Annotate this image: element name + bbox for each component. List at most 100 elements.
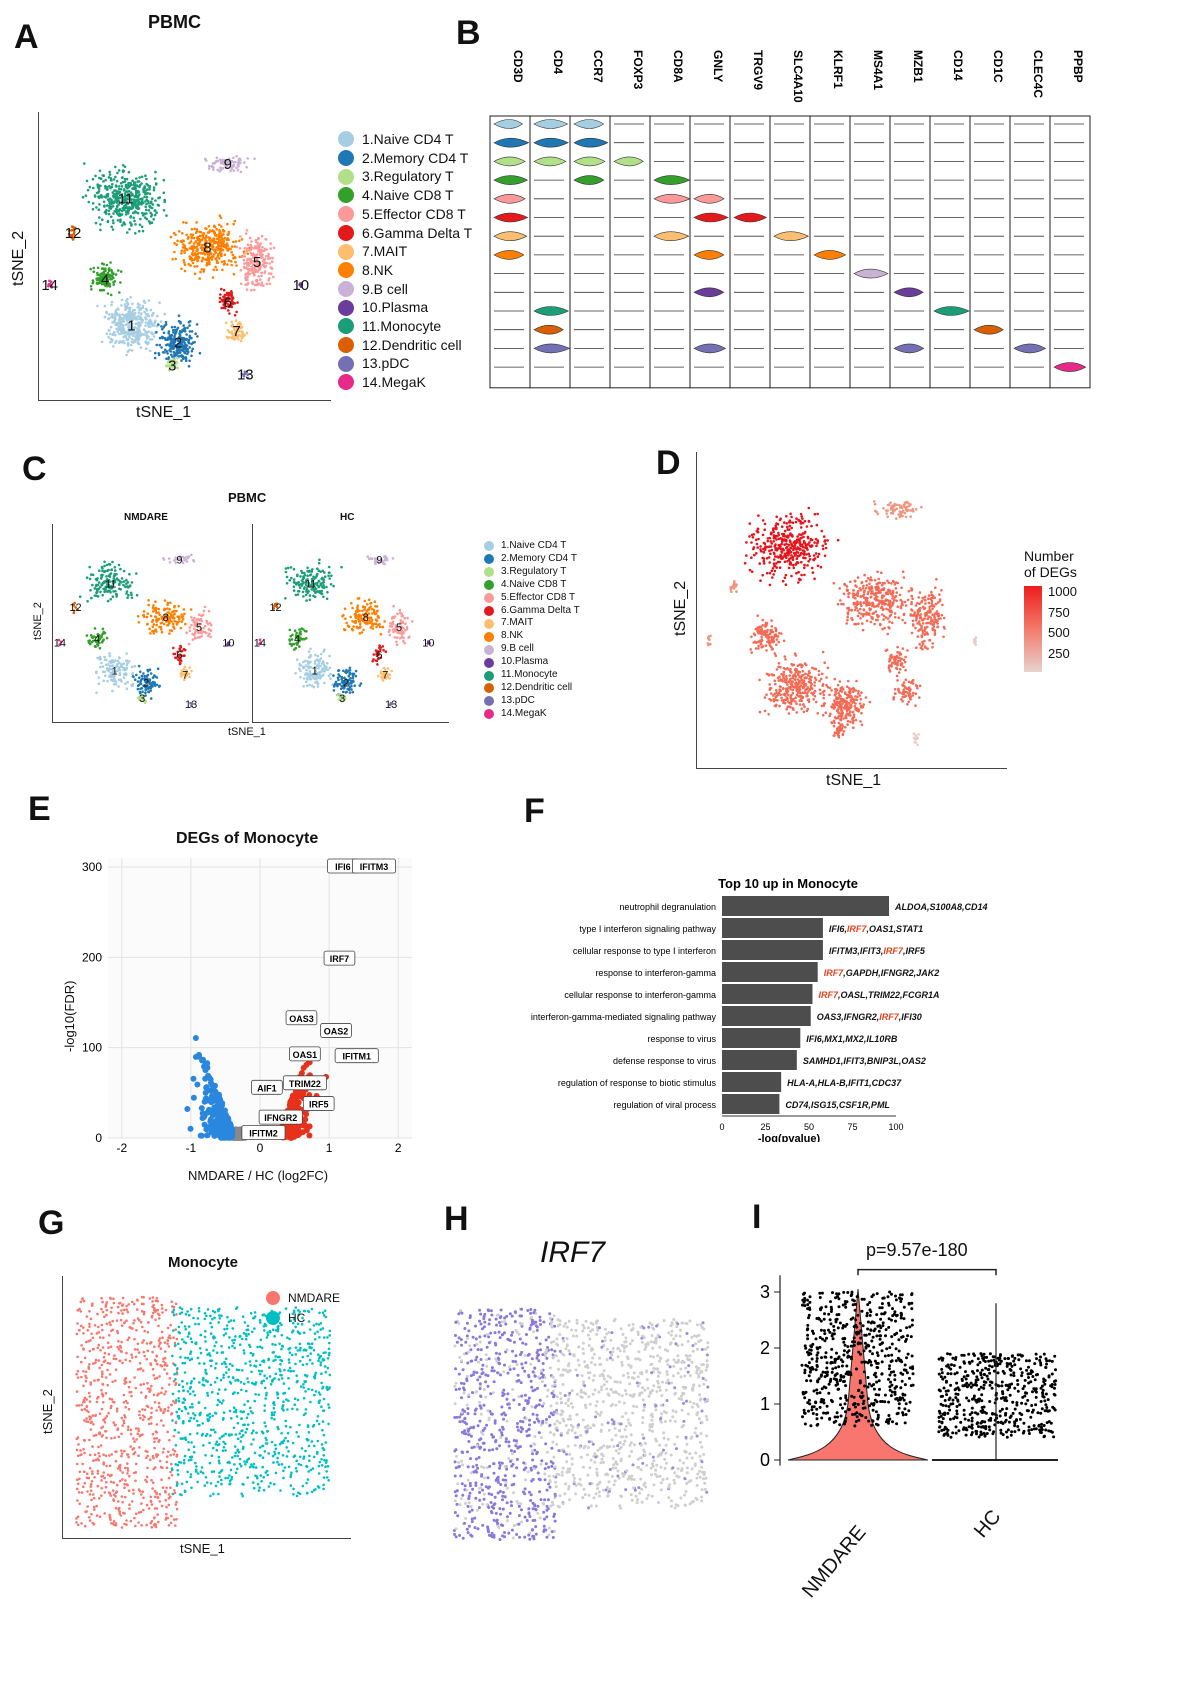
panel-a-point bbox=[135, 198, 138, 202]
panel-c-hc-point bbox=[349, 615, 352, 619]
panel-c-hc-point bbox=[378, 625, 382, 629]
panel-a-legend-item: 4.Naive CD8 T bbox=[338, 186, 472, 205]
panel-c-hc-point bbox=[315, 674, 318, 678]
panel-c-hc-point bbox=[313, 595, 317, 599]
panel-c-nmdare-point bbox=[97, 682, 101, 685]
panel-c-hc-cluster-label: 6 bbox=[376, 650, 382, 662]
panel-a-point bbox=[108, 283, 111, 286]
panel-a-point bbox=[187, 235, 190, 239]
panel-d-point bbox=[885, 607, 888, 611]
violin-shape bbox=[533, 324, 564, 335]
panel-c-nmdare-point bbox=[105, 636, 109, 640]
panel-a-point bbox=[116, 171, 119, 175]
panel-a-point bbox=[246, 267, 249, 271]
panel-a-point bbox=[111, 205, 115, 208]
panel-c-nmdare-cluster-7 bbox=[179, 665, 193, 682]
panel-a-point bbox=[130, 330, 133, 333]
panel-a-point bbox=[106, 220, 110, 224]
panel-a-point bbox=[146, 341, 150, 344]
panel-a-point bbox=[112, 280, 115, 284]
panel-c-hc-point bbox=[378, 644, 381, 647]
panel-c-hc-point bbox=[314, 576, 317, 579]
panel-a-point bbox=[134, 205, 138, 209]
panel-a-point bbox=[222, 240, 225, 244]
panel-c-hc-point bbox=[308, 670, 312, 673]
panel-c-hc-point bbox=[344, 682, 348, 686]
panel-a-point bbox=[231, 253, 235, 257]
panel-a-point bbox=[126, 187, 129, 190]
panel-a-point bbox=[183, 351, 187, 355]
panel-d-point bbox=[782, 639, 786, 643]
panel-d-point bbox=[864, 586, 868, 590]
panel-a-point bbox=[226, 222, 229, 226]
panel-c-nmdare-point bbox=[125, 687, 129, 690]
panel-d-point bbox=[853, 579, 857, 583]
panel-a-point bbox=[111, 321, 114, 324]
panel-d-point bbox=[799, 543, 802, 546]
panel-d-point bbox=[916, 635, 920, 638]
panel-a-point bbox=[138, 308, 141, 312]
panel-a-point bbox=[251, 282, 254, 285]
panel-c-hc-point bbox=[353, 684, 356, 687]
panel-a-point bbox=[70, 229, 73, 232]
panel-a-point bbox=[139, 201, 142, 204]
panel-d-point bbox=[790, 574, 793, 578]
panel-c-nmdare-point bbox=[133, 678, 137, 681]
panel-a-point bbox=[188, 241, 191, 245]
panel-c-nmdare-point bbox=[153, 675, 157, 678]
panel-a-point bbox=[181, 349, 184, 352]
panel-a-point bbox=[148, 338, 152, 341]
panel-c-hc-point bbox=[294, 634, 298, 637]
panel-c-nmdare-point bbox=[154, 600, 157, 603]
panel-a-point bbox=[146, 314, 150, 317]
panel-a-point bbox=[299, 285, 303, 288]
panel-d-point bbox=[875, 586, 879, 590]
panel-d-point bbox=[934, 586, 937, 589]
panel-a-point bbox=[155, 330, 158, 334]
panel-a-point bbox=[207, 167, 211, 170]
panel-c-hc-point bbox=[345, 671, 348, 675]
panel-a-point bbox=[120, 224, 124, 227]
panel-a-point bbox=[178, 332, 181, 335]
panel-c-hc-point bbox=[309, 655, 312, 659]
panel-d-point bbox=[930, 597, 933, 600]
panel-a-point bbox=[172, 231, 176, 235]
panel-a-point bbox=[169, 341, 173, 345]
panel-a-point bbox=[232, 337, 235, 341]
panel-a-point bbox=[140, 225, 144, 229]
panel-c-hc-point bbox=[297, 583, 301, 587]
panel-a-point bbox=[233, 328, 236, 332]
panel-c-hc-point bbox=[296, 574, 299, 578]
panel-a-point bbox=[147, 209, 151, 212]
panel-a-point bbox=[125, 353, 128, 357]
panel-c-hc-point bbox=[354, 615, 357, 619]
panel-c-hc-point bbox=[326, 591, 329, 594]
panel-c-hc-point bbox=[373, 560, 377, 564]
panel-d-point bbox=[781, 539, 784, 543]
panel-d-point bbox=[795, 540, 799, 544]
panel-c-nmdare-point bbox=[100, 634, 103, 637]
panel-d-axes bbox=[696, 452, 1007, 769]
panel-a-point bbox=[142, 190, 145, 193]
panel-a-point bbox=[150, 322, 154, 326]
panel-c-hc-point bbox=[284, 597, 287, 600]
panel-d-point bbox=[900, 511, 903, 514]
panel-d-point bbox=[846, 615, 849, 619]
panel-c-hc-point bbox=[395, 643, 399, 646]
panel-c-hc-point bbox=[292, 589, 296, 592]
panel-c-hc-point bbox=[315, 680, 319, 683]
panel-d-point bbox=[791, 558, 795, 561]
panel-a-cluster-label: 2 bbox=[174, 335, 182, 352]
panel-c-hc-point bbox=[348, 666, 352, 670]
panel-c-nmdare-point bbox=[95, 691, 98, 695]
panel-a-point bbox=[190, 245, 193, 248]
panel-c-hc-point bbox=[359, 617, 363, 620]
panel-d-point bbox=[788, 524, 792, 528]
panel-d-point bbox=[878, 581, 882, 584]
panel-a-point bbox=[178, 337, 182, 340]
panel-c-hc-point bbox=[363, 608, 366, 611]
panel-a-point bbox=[219, 293, 222, 296]
panel-a-point bbox=[144, 174, 147, 177]
panel-c-nmdare-point bbox=[188, 626, 191, 629]
panel-a-legend-dot bbox=[338, 355, 354, 372]
